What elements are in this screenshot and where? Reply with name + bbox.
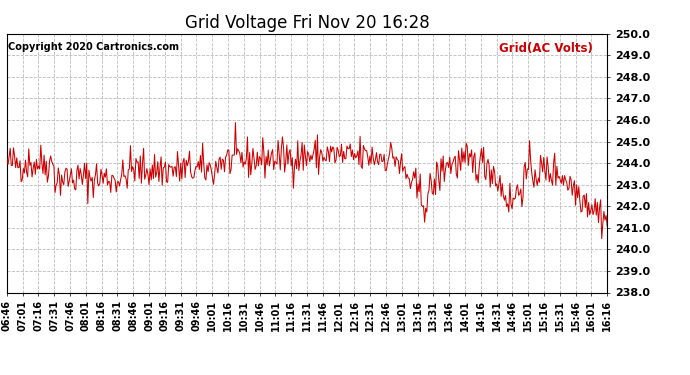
Text: Copyright 2020 Cartronics.com: Copyright 2020 Cartronics.com	[8, 42, 179, 51]
Title: Grid Voltage Fri Nov 20 16:28: Grid Voltage Fri Nov 20 16:28	[185, 14, 429, 32]
Text: Grid(AC Volts): Grid(AC Volts)	[499, 42, 593, 54]
